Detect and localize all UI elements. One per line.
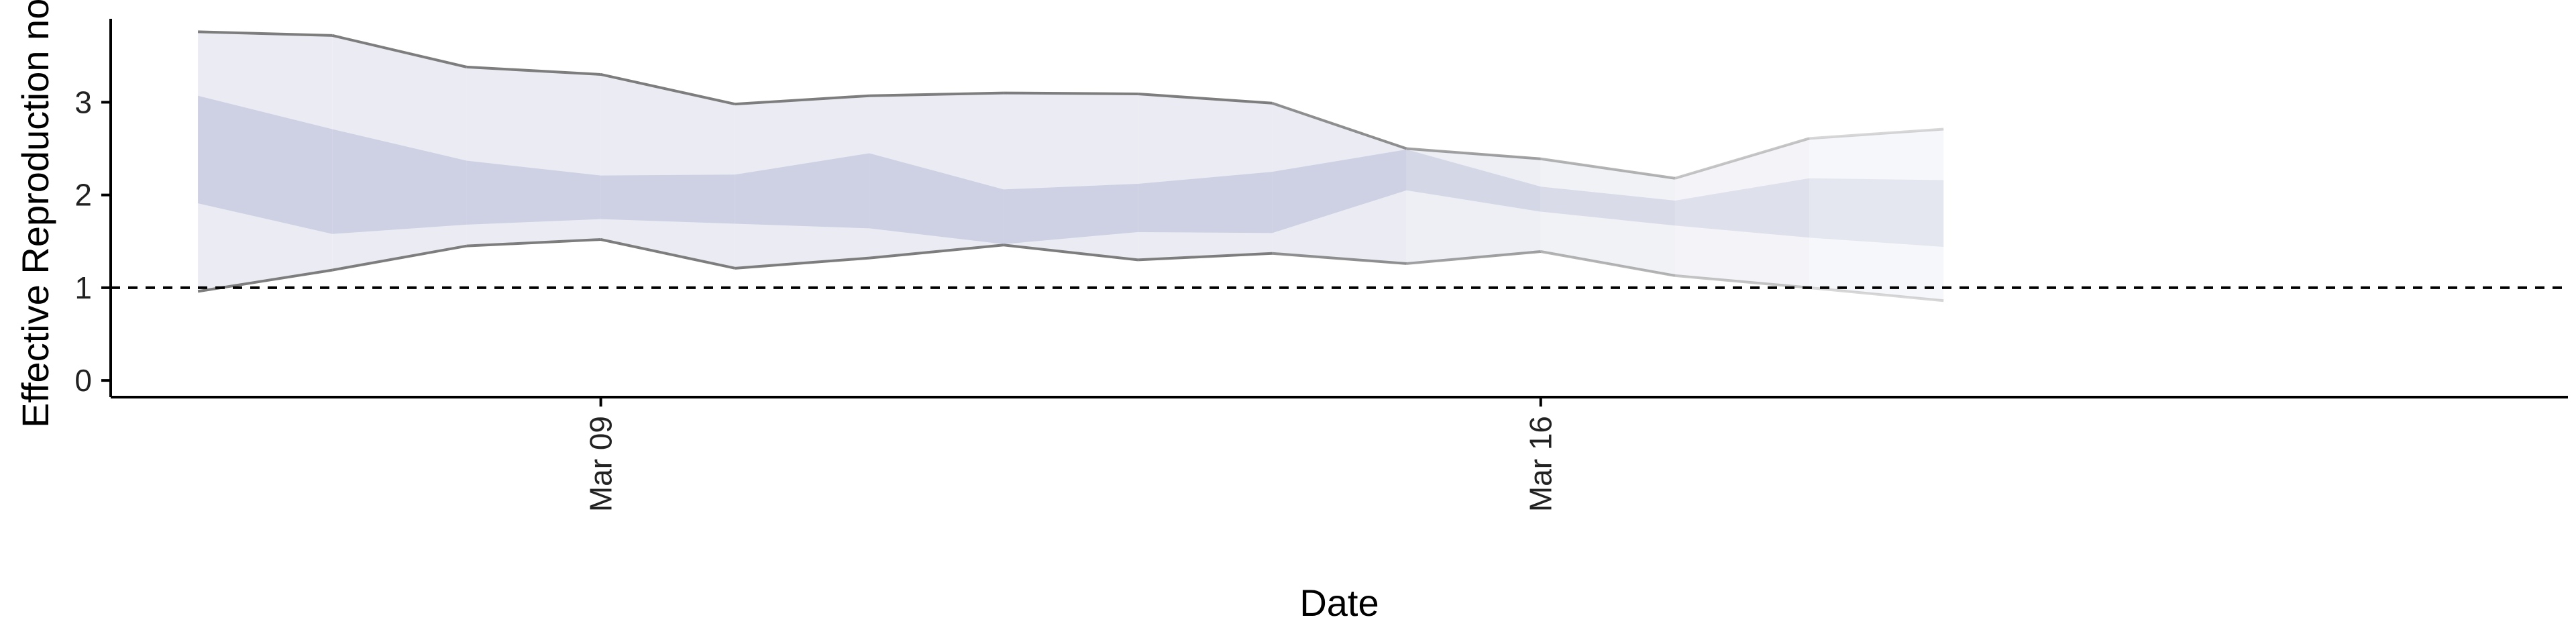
y-tick-label: 3	[74, 85, 92, 119]
y-tick-label: 2	[74, 178, 92, 213]
inner-band-segment	[1809, 178, 1943, 247]
x-axis-ticks: Mar 09 Mar 16	[584, 397, 1558, 512]
upper-bound-line-segment	[1004, 93, 1138, 94]
x-axis-title: Date	[1299, 582, 1379, 624]
outer-band-segment	[601, 74, 735, 268]
y-tick-label: 0	[74, 363, 92, 398]
y-axis-ticks: 0 1 2 3	[74, 85, 111, 398]
credible-interval-bands	[198, 32, 1943, 301]
y-axis-title: Effective Reproduction no.	[14, 0, 56, 428]
x-tick-label: Mar 09	[584, 416, 619, 512]
x-tick-label: Mar 16	[1523, 416, 1558, 512]
y-tick-label: 1	[74, 270, 92, 305]
inner-band-segment	[601, 174, 735, 223]
